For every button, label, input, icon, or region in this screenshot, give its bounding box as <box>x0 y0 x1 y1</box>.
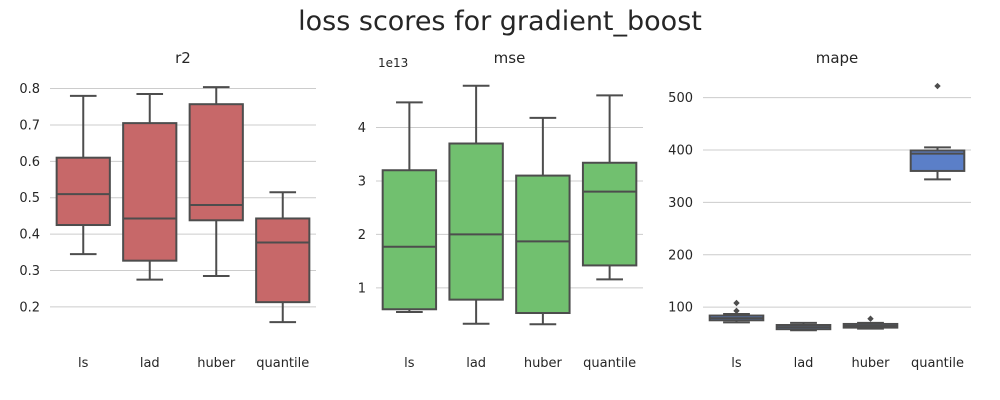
y-tick-label: 4 <box>358 121 366 136</box>
y-tick-label: 0.2 <box>19 300 40 315</box>
y-tick-label: 0.7 <box>19 118 40 133</box>
outlier-point <box>867 315 874 322</box>
box-quantile <box>255 191 311 324</box>
figure-title: loss scores for gradient_boost <box>298 6 702 37</box>
box-iqr <box>55 156 111 227</box>
box-quantile <box>581 94 638 281</box>
box-iqr <box>255 217 311 304</box>
x-tick-label: quantile <box>911 356 964 371</box>
x-tick-label: quantile <box>583 356 636 371</box>
box-iqr <box>381 169 438 311</box>
box-ls <box>708 299 765 324</box>
box-ls <box>55 94 111 256</box>
y-tick-label: 400 <box>668 143 693 158</box>
y-tick-label: 1 <box>358 281 366 296</box>
box-lad <box>122 93 178 281</box>
subplot-title: mape <box>816 49 859 67</box>
box-quantile <box>909 82 966 181</box>
x-tick-label: lad <box>794 356 814 371</box>
outlier-point <box>934 82 941 90</box>
x-tick-label: ls <box>78 356 89 371</box>
x-tick-label: huber <box>524 356 563 371</box>
x-tick-label: quantile <box>256 356 309 371</box>
outlier-point <box>733 299 740 307</box>
box-lad <box>448 84 504 325</box>
y-tick-label: 500 <box>668 91 693 106</box>
x-tick-label: lad <box>466 356 486 371</box>
box-iqr <box>448 142 504 301</box>
box-lad <box>775 321 832 332</box>
y-tick-label: 2 <box>358 228 366 243</box>
box-iqr <box>188 103 244 222</box>
subplots: r2 0.2 0.3 0.4 0.5 0.6 0.7 0.8 ls lad huber quantil… <box>19 49 971 371</box>
y-tick-label: 0.5 <box>19 191 40 206</box>
x-tick-label: ls <box>404 356 415 371</box>
x-tick-label: ls <box>731 356 742 371</box>
y-tick-label: 0.4 <box>19 228 40 243</box>
y-tick-label: 0.3 <box>19 264 40 279</box>
x-tick-label: lad <box>140 356 160 371</box>
subplot-title: mse <box>494 49 526 67</box>
box-huber <box>515 116 571 326</box>
y-tick-label: 0.6 <box>19 155 40 170</box>
subplot-r2: r2 0.2 0.3 0.4 0.5 0.6 0.7 0.8 ls lad huber quantil… <box>19 49 316 371</box>
outlier-point <box>733 307 740 315</box>
y-tick-label: 0.8 <box>19 82 40 97</box>
subplot-mse: mse 1 2 3 4 1e13 ls lad huber quantile <box>358 49 643 371</box>
subplot-title: r2 <box>175 49 191 67</box>
box-huber <box>842 315 899 330</box>
box-iqr <box>515 174 571 315</box>
subplot-mape: mape 100 200 300 400 500 ls lad huber quantile <box>668 49 971 371</box>
box-ls <box>381 101 438 313</box>
box-huber <box>188 86 244 277</box>
axis-offset-label: 1e13 <box>378 56 408 70</box>
y-tick-label: 200 <box>668 248 693 263</box>
box-iqr <box>909 149 966 172</box>
box-iqr <box>581 161 638 267</box>
box-iqr <box>122 122 178 262</box>
x-tick-label: huber <box>197 356 236 371</box>
y-tick-label: 300 <box>668 196 693 211</box>
y-tick-label: 100 <box>668 301 693 316</box>
x-tick-label: huber <box>851 356 890 371</box>
y-tick-label: 3 <box>358 174 366 189</box>
